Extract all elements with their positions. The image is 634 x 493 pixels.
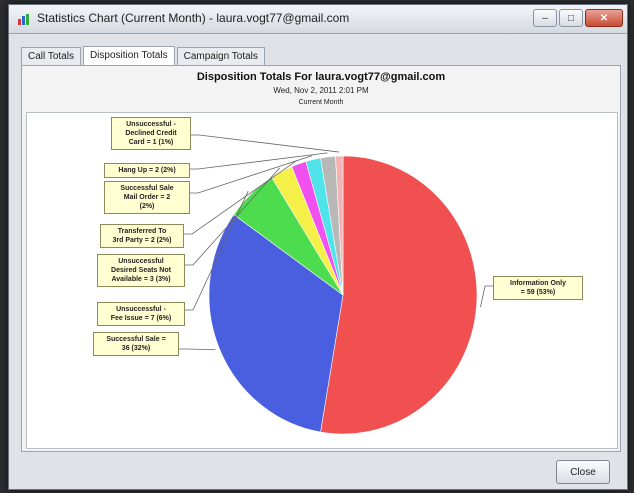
tab-campaign-totals[interactable]: Campaign Totals bbox=[176, 47, 265, 66]
connector-fee-issue bbox=[185, 190, 249, 311]
connector-declined-credit-card bbox=[191, 134, 340, 153]
chart-timestamp: Wed, Nov 2, 2011 2:01 PM bbox=[273, 86, 369, 95]
minimize-button[interactable]: – bbox=[533, 9, 557, 27]
minimize-icon: – bbox=[542, 12, 548, 24]
pie-slice-information-only bbox=[320, 155, 478, 435]
label-mail-order: Successful Sale Mail Order = 2 (2%) bbox=[104, 181, 190, 214]
pie-slice-declined-credit-card bbox=[335, 155, 344, 296]
label-desired-seats: Unsuccessful Desired Seats Not Available… bbox=[97, 254, 185, 287]
chart-app-icon bbox=[18, 14, 29, 25]
title-bar[interactable]: Statistics Chart (Current Month) - laura… bbox=[9, 5, 627, 34]
chart-period: Current Month bbox=[298, 99, 344, 106]
connector-mail-order bbox=[190, 155, 313, 194]
label-transferred: Transferred To 3rd Party = 2 (2%) bbox=[100, 224, 184, 248]
label-hang-up: Hang Up = 2 (2%) bbox=[104, 163, 190, 178]
label-information-only: Information Only = 59 (53%) bbox=[493, 276, 583, 300]
connector-hang-up bbox=[190, 152, 328, 170]
window-title: Statistics Chart (Current Month) - laura… bbox=[37, 11, 350, 25]
pie-chart bbox=[179, 134, 493, 435]
connector-successful-sale bbox=[179, 348, 216, 351]
label-successful-sale: Successful Sale = 36 (32%) bbox=[93, 332, 179, 356]
statistics-window: Statistics Chart (Current Month) - laura… bbox=[8, 4, 628, 490]
chart-title: Disposition Totals For laura.vogt77@gmai… bbox=[196, 71, 446, 83]
chart-plot-area: Information Only = 59 (53%) Successful S… bbox=[26, 112, 618, 449]
close-icon: ✕ bbox=[599, 12, 609, 24]
window-close-button[interactable]: ✕ bbox=[585, 9, 623, 27]
connector-transferred bbox=[184, 159, 298, 235]
pie-slice-successful-sale bbox=[208, 214, 344, 433]
maximize-button[interactable]: □ bbox=[559, 9, 583, 27]
label-fee-issue: Unsuccessful - Fee Issue = 7 (6%) bbox=[97, 302, 185, 326]
tab-disposition-totals[interactable]: Disposition Totals bbox=[82, 46, 175, 67]
chart-panel: Disposition Totals For laura.vogt77@gmai… bbox=[21, 65, 621, 452]
connector-information-only bbox=[480, 285, 493, 308]
maximize-icon: □ bbox=[567, 12, 575, 24]
connector-desired-seats bbox=[185, 167, 280, 266]
close-button[interactable]: Close bbox=[556, 460, 610, 484]
tab-call-totals[interactable]: Call Totals bbox=[21, 47, 81, 66]
label-declined-credit-card: Unsuccessful - Declined Credit Card = 1 … bbox=[111, 117, 191, 150]
tab-bar: Call Totals Disposition Totals Campaign … bbox=[21, 46, 267, 68]
